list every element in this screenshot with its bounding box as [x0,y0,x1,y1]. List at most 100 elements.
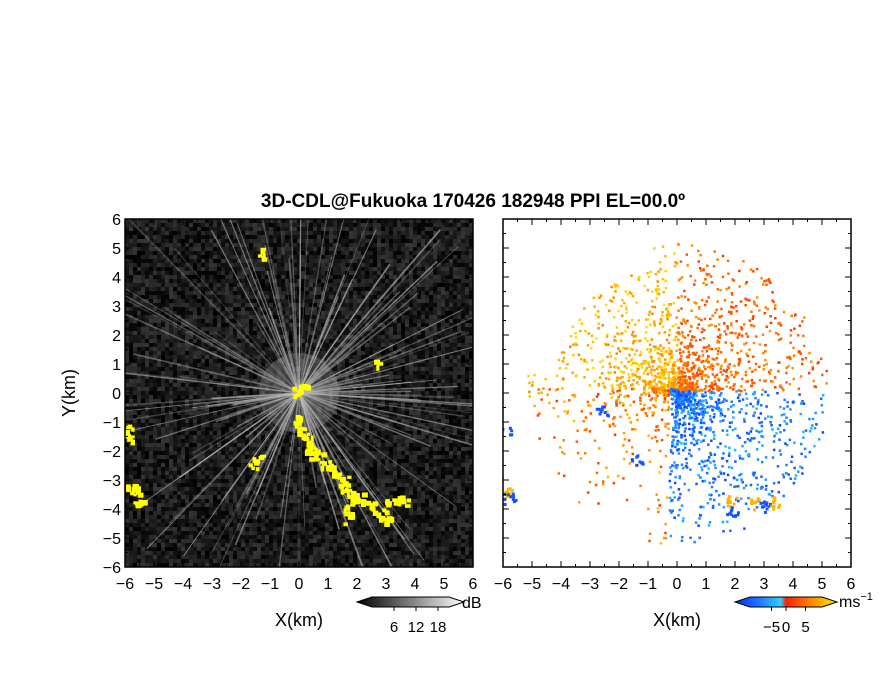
noise-cell [225,239,229,243]
noise-cell [381,343,385,347]
noise-cell [441,231,445,235]
noise-cell [469,243,473,247]
noise-cell [293,263,297,267]
noise-cell [137,327,141,331]
noise-cell [229,235,233,239]
noise-cell [457,299,461,303]
noise-cell [293,283,297,287]
noise-cell [157,403,161,407]
noise-cell [149,339,153,343]
noise-cell [173,399,177,403]
noise-cell [261,375,265,379]
noise-cell [449,335,453,339]
noise-cell [261,327,265,331]
noise-cell [233,371,237,375]
noise-cell [341,335,345,339]
noise-cell [433,347,437,351]
noise-cell [157,367,161,371]
noise-cell [341,327,345,331]
noise-cell [357,403,361,407]
noise-cell [193,343,197,347]
noise-cell [369,327,373,331]
noise-cell [325,279,329,283]
noise-cell [149,323,153,327]
noise-cell [317,403,321,407]
noise-cell [337,415,341,419]
noise-cell [409,435,413,439]
noise-cell [129,383,133,387]
noise-cell [453,327,457,331]
noise-cell [225,223,229,227]
noise-cell [381,367,385,371]
noise-cell [365,279,369,283]
noise-cell [409,303,413,307]
noise-cell [229,355,233,359]
noise-cell [413,331,417,335]
noise-cell [177,251,181,255]
noise-cell [273,375,277,379]
noise-cell [153,287,157,291]
noise-cell [377,431,381,435]
noise-cell [413,263,417,267]
noise-cell [377,247,381,251]
noise-cell [341,411,345,415]
noise-cell [281,267,285,271]
noise-cell [337,243,341,247]
noise-cell [157,323,161,327]
noise-cell [209,327,213,331]
noise-cell [401,359,405,363]
noise-cell [129,315,133,319]
noise-cell [285,379,289,383]
noise-cell [269,267,273,271]
noise-cell [169,287,173,291]
noise-cell [465,271,469,275]
noise-cell [357,391,361,395]
noise-cell [249,443,253,447]
noise-cell [261,371,265,375]
noise-cell [241,383,245,387]
noise-cell [157,391,161,395]
noise-cell [469,427,473,431]
noise-cell [309,319,313,323]
noise-cell [277,355,281,359]
noise-cell [449,283,453,287]
noise-cell [237,283,241,287]
noise-cell [301,287,305,291]
noise-cell [409,271,413,275]
noise-cell [133,315,137,319]
noise-cell [173,379,177,383]
noise-cell [185,307,189,311]
noise-cell [341,415,345,419]
noise-cell [189,299,193,303]
noise-cell [237,383,241,387]
noise-cell [253,223,257,227]
noise-cell [141,411,145,415]
noise-cell [313,255,317,259]
noise-cell [409,259,413,263]
noise-cell [469,359,473,363]
noise-cell [445,383,449,387]
noise-cell [349,443,353,447]
noise-cell [401,367,405,371]
noise-cell [445,363,449,367]
noise-cell [461,371,465,375]
noise-cell [133,259,137,263]
noise-cell [209,343,213,347]
noise-cell [313,271,317,275]
noise-cell [397,259,401,263]
noise-cell [193,307,197,311]
noise-cell [205,431,209,435]
noise-cell [169,259,173,263]
noise-cell [197,327,201,331]
noise-cell [333,311,337,315]
noise-cell [125,375,129,379]
noise-cell [313,291,317,295]
noise-cell [421,319,425,323]
noise-cell [165,287,169,291]
noise-cell [181,411,185,415]
noise-cell [157,275,161,279]
noise-cell [149,255,153,259]
noise-cell [341,319,345,323]
noise-cell [437,227,441,231]
noise-cell [369,335,373,339]
